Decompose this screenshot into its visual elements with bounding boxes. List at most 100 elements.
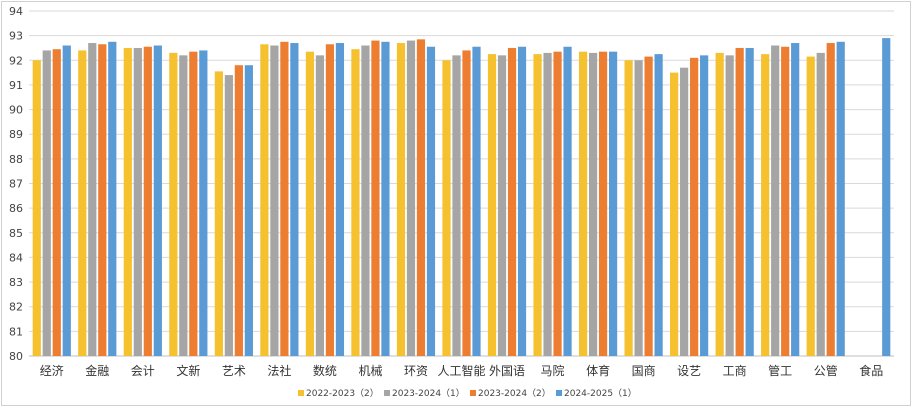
bar — [371, 40, 380, 356]
y-tick-label: 94 — [9, 5, 23, 18]
bar — [507, 47, 517, 356]
bar — [335, 43, 345, 357]
bar — [517, 46, 527, 356]
bar — [426, 46, 436, 356]
category-label: 公管 — [814, 363, 838, 378]
bar — [715, 52, 724, 357]
bar — [452, 55, 461, 356]
y-tick-label: 81 — [9, 325, 23, 338]
bar — [472, 46, 481, 356]
bar — [280, 41, 289, 357]
bar — [700, 55, 709, 356]
bar — [487, 54, 497, 356]
bar — [42, 50, 51, 357]
y-tick-label: 85 — [9, 227, 23, 240]
y-tick-label: 93 — [9, 30, 23, 43]
category-label: 国商 — [632, 363, 656, 378]
category-label: 工商 — [723, 363, 747, 378]
category-label: 人工智能 — [437, 363, 485, 378]
bar — [416, 39, 426, 356]
bar — [133, 47, 142, 356]
legend-swatch — [384, 390, 390, 396]
category-label: 外国语 — [489, 364, 525, 378]
bar — [396, 43, 406, 357]
bar — [315, 55, 325, 356]
bar — [543, 52, 552, 357]
bar — [123, 47, 132, 356]
bar — [244, 65, 253, 356]
bar — [725, 55, 734, 356]
y-tick-label: 91 — [9, 79, 23, 92]
bar — [189, 51, 198, 357]
y-tick-label: 89 — [9, 128, 23, 141]
y-tick-label: 92 — [9, 54, 23, 67]
legend-swatch — [298, 390, 304, 396]
bar — [771, 45, 780, 356]
bar — [588, 52, 598, 357]
legend-swatch — [470, 390, 476, 396]
bar — [270, 45, 279, 356]
bar — [791, 43, 800, 357]
bar — [761, 54, 770, 356]
category-label: 法社 — [267, 363, 291, 378]
bar — [806, 56, 815, 356]
bar — [680, 67, 689, 356]
y-tick-label: 80 — [9, 350, 23, 363]
y-tick-label: 88 — [9, 153, 23, 166]
y-tick-label: 90 — [9, 104, 23, 117]
bar — [644, 56, 653, 356]
bar — [634, 60, 643, 357]
y-axis-ticks: 80 81 82 83 84 85 86 87 88 89 90 91 92 93 94 — [9, 5, 23, 363]
bar — [78, 50, 87, 357]
bar — [108, 41, 117, 357]
bar — [781, 46, 790, 356]
category-label: 设艺 — [677, 364, 701, 378]
bar — [234, 65, 243, 356]
bar — [179, 55, 188, 356]
bar — [598, 51, 608, 357]
bar — [224, 75, 233, 357]
bar — [836, 41, 845, 357]
bar — [608, 51, 618, 357]
bar — [462, 50, 471, 357]
bar — [533, 54, 542, 356]
legend-label: 2024-2025（1） — [564, 388, 637, 399]
category-label: 管工 — [768, 363, 792, 378]
bar — [143, 46, 152, 356]
bar-chart: 80 81 82 83 84 85 86 87 88 89 90 91 92 93 94 经济 金融 会计 文新 艺… — [9, 5, 894, 399]
bar — [735, 47, 744, 356]
bar — [361, 45, 370, 356]
bar — [199, 50, 208, 357]
y-tick-label: 84 — [9, 251, 23, 264]
category-label: 机械 — [358, 363, 382, 378]
y-tick-label: 86 — [9, 202, 23, 215]
category-label: 金融 — [85, 363, 109, 378]
bar — [153, 45, 162, 356]
bar — [563, 46, 572, 356]
category-label: 文新 — [176, 363, 200, 378]
legend-label: 2022-2023（2） — [306, 388, 379, 399]
bar — [654, 54, 663, 356]
category-label: 艺术 — [222, 364, 246, 378]
legend-label: 2023-2024（2） — [478, 388, 551, 399]
bar — [690, 57, 699, 356]
category-label: 食品 — [859, 363, 883, 378]
bar — [62, 45, 71, 356]
bar — [325, 44, 335, 357]
bar — [826, 43, 835, 357]
legend-label: 2023-2024（1） — [392, 388, 465, 399]
bar — [406, 40, 416, 356]
bar — [882, 38, 891, 356]
bar — [578, 51, 588, 357]
bar — [305, 51, 315, 357]
bar — [670, 72, 679, 356]
category-label: 马院 — [541, 364, 565, 378]
bar — [260, 44, 269, 357]
legend-swatch — [556, 390, 562, 396]
bar — [442, 60, 451, 357]
bar — [624, 60, 633, 357]
legend: 2022-2023（2） 2023-2024（1） 2023-2024（2） 2024… — [298, 388, 637, 399]
bar — [169, 52, 178, 357]
y-tick-label: 82 — [9, 301, 23, 314]
